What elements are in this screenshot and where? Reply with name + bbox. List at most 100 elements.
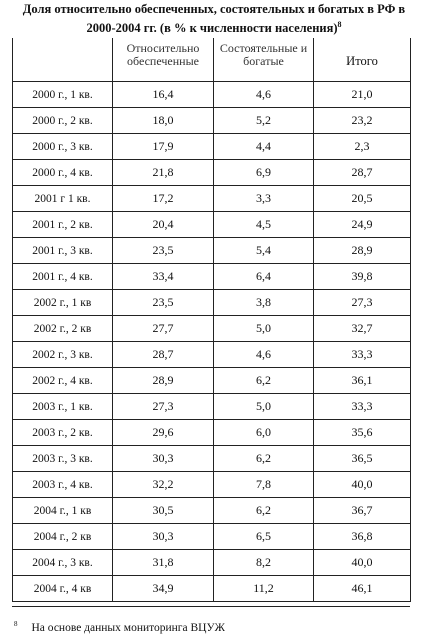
value-cell: 36,5 [313, 445, 411, 472]
value-cell: 4,5 [213, 211, 314, 238]
value-cell: 39,8 [313, 263, 411, 290]
table-row: 2001 г 1 кв. 17,2 3,3 20,5 [12, 185, 411, 212]
table-row: 2000 г., 3 кв. 17,9 4,4 2,3 [12, 133, 411, 160]
value-cell: 2,3 [313, 133, 411, 160]
title-note: 8 [337, 20, 342, 29]
value-cell: 28,7 [112, 341, 214, 368]
table-row: 2002 г., 3 кв. 28,7 4,6 33,3 [12, 341, 411, 368]
value-cell: 30,3 [112, 445, 214, 472]
value-cell: 32,7 [313, 315, 411, 342]
value-cell: 32,2 [112, 471, 214, 498]
value-cell: 28,7 [313, 159, 411, 186]
value-cell: 6,4 [213, 263, 314, 290]
row-label: 2002 г., 2 кв [12, 315, 113, 342]
value-cell: 18,0 [112, 107, 214, 134]
row-label: 2001 г., 2 кв. [12, 211, 113, 238]
value-cell: 6,0 [213, 419, 314, 446]
value-cell: 27,3 [313, 289, 411, 316]
table-row: 2001 г., 3 кв. 23,5 5,4 28,9 [12, 237, 411, 264]
value-cell: 28,9 [112, 367, 214, 394]
value-cell: 30,5 [112, 497, 214, 524]
row-label: 2003 г., 2 кв. [12, 419, 113, 446]
header-cell: Состоятельные и богатые [213, 38, 314, 82]
header-cell: Итого [313, 38, 411, 82]
header-cell: Относительно обеспеченные [112, 38, 214, 82]
value-cell: 6,2 [213, 445, 314, 472]
value-cell: 17,9 [112, 133, 214, 160]
value-cell: 6,2 [213, 367, 314, 394]
header-empty [12, 38, 113, 82]
table-row: 2002 г., 1 кв 23,5 3,8 27,3 [12, 289, 411, 316]
value-cell: 5,0 [213, 393, 314, 420]
row-label: 2003 г., 3 кв. [12, 445, 113, 472]
table-body: 2000 г., 1 кв. 16,4 4,6 21,0 2000 г., 2 кв. 1… [12, 81, 411, 602]
row-label: 2004 г., 3 кв. [12, 549, 113, 576]
value-cell: 35,6 [313, 419, 411, 446]
table-row: 2000 г., 2 кв. 18,0 5,2 23,2 [12, 107, 411, 134]
header-row: Относительно обеспеченные Состоятельные … [12, 38, 411, 82]
value-cell: 33,3 [313, 341, 411, 368]
value-cell: 46,1 [313, 575, 411, 602]
title-text: Доля относительно обеспеченных, состояте… [22, 2, 406, 36]
row-label: 2003 г., 1 кв. [12, 393, 113, 420]
table-row: 2004 г., 1 кв 30,5 6,2 36,7 [12, 497, 411, 524]
row-label: 2002 г., 4 кв. [12, 367, 113, 394]
value-cell: 24,9 [313, 211, 411, 238]
value-cell: 5,4 [213, 237, 314, 264]
value-cell: 27,3 [112, 393, 214, 420]
value-cell: 23,2 [313, 107, 411, 134]
row-label: 2004 г., 4 кв [12, 575, 113, 602]
value-cell: 21,0 [313, 81, 411, 108]
row-label: 2000 г., 2 кв. [12, 107, 113, 134]
value-cell: 23,5 [112, 289, 214, 316]
value-cell: 28,9 [313, 237, 411, 264]
value-cell: 5,2 [213, 107, 314, 134]
value-cell: 20,5 [313, 185, 411, 212]
value-cell: 33,3 [313, 393, 411, 420]
row-label: 2002 г., 1 кв [12, 289, 113, 316]
footnote-text: На основе данных мониторинга ВЦУЖ [31, 621, 225, 634]
table-row: 2003 г., 2 кв. 29,6 6,0 35,6 [12, 419, 411, 446]
footnote-rule [12, 606, 410, 607]
table-row: 2001 г., 4 кв. 33,4 6,4 39,8 [12, 263, 411, 290]
value-cell: 4,6 [213, 81, 314, 108]
row-label: 2004 г., 1 кв [12, 497, 113, 524]
row-label: 2003 г., 4 кв. [12, 471, 113, 498]
footnote-mark: 8 [14, 620, 18, 628]
row-label: 2001 г 1 кв. [12, 185, 113, 212]
table-row: 2003 г., 4 кв. 32,2 7,8 40,0 [12, 471, 411, 498]
row-label: 2004 г., 2 кв [12, 523, 113, 550]
table-row: 2003 г., 3 кв. 30,3 6,2 36,5 [12, 445, 411, 472]
row-label: 2001 г., 4 кв. [12, 263, 113, 290]
value-cell: 36,1 [313, 367, 411, 394]
table-row: 2002 г., 2 кв 27,7 5,0 32,7 [12, 315, 411, 342]
value-cell: 3,8 [213, 289, 314, 316]
table-row: 2002 г., 4 кв. 28,9 6,2 36,1 [12, 367, 411, 394]
value-cell: 7,8 [213, 471, 314, 498]
value-cell: 31,8 [112, 549, 214, 576]
value-cell: 27,7 [112, 315, 214, 342]
table-row: 2003 г., 1 кв. 27,3 5,0 33,3 [12, 393, 411, 420]
value-cell: 34,9 [112, 575, 214, 602]
value-cell: 4,4 [213, 133, 314, 160]
table-row: 2000 г., 1 кв. 16,4 4,6 21,0 [12, 81, 411, 108]
value-cell: 16,4 [112, 81, 214, 108]
value-cell: 6,9 [213, 159, 314, 186]
value-cell: 29,6 [112, 419, 214, 446]
value-cell: 4,6 [213, 341, 314, 368]
footnote: 8 На основе данных мониторинга ВЦУЖ [14, 620, 225, 634]
value-cell: 40,0 [313, 549, 411, 576]
table-row: 2004 г., 3 кв. 31,8 8,2 40,0 [12, 549, 411, 576]
value-cell: 11,2 [213, 575, 314, 602]
row-label: 2001 г., 3 кв. [12, 237, 113, 264]
value-cell: 17,2 [112, 185, 214, 212]
row-label: 2000 г., 3 кв. [12, 133, 113, 160]
data-table: Относительно обеспеченные Состоятельные … [12, 38, 411, 602]
value-cell: 36,8 [313, 523, 411, 550]
title: Доля относительно обеспеченных, состояте… [14, 2, 414, 36]
table-row: 2000 г., 4 кв. 21,8 6,9 28,7 [12, 159, 411, 186]
value-cell: 30,3 [112, 523, 214, 550]
table-row: 2004 г., 4 кв 34,9 11,2 46,1 [12, 575, 411, 602]
value-cell: 36,7 [313, 497, 411, 524]
